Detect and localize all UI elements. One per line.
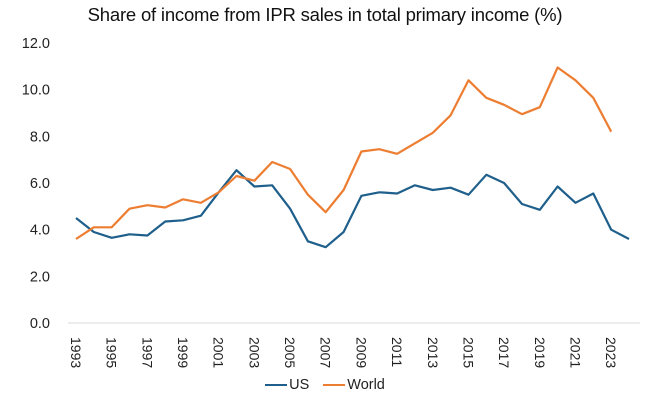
x-tick-label: 2003 (246, 337, 262, 368)
series-line-us (75, 169, 630, 249)
legend-item-world: World (323, 377, 385, 393)
legend-item-us: US (265, 377, 309, 393)
x-tick-label: 2023 (603, 337, 619, 368)
x-tick-label: 2011 (389, 337, 405, 367)
y-tick-label: 6.0 (30, 176, 50, 192)
x-tick-label: 1999 (175, 337, 191, 368)
x-tick-label: 2021 (567, 337, 583, 368)
legend-label-world: World (347, 377, 385, 393)
x-axis: 1993 1995 1997 1999 2001 2003 2005 2007 2009 2011… (68, 337, 619, 368)
y-tick-label: 8.0 (30, 129, 50, 145)
legend-swatch-us (265, 383, 288, 387)
x-tick-label: 1993 (68, 337, 84, 368)
x-tick-label: 2015 (460, 337, 476, 368)
chart-title: Share of income from IPR sales in total … (87, 4, 563, 25)
y-axis: 0.0 2.0 4.0 6.0 8.0 10.0 12.0 (22, 36, 50, 332)
x-tick-label: 1997 (139, 337, 155, 368)
y-tick-label: 4.0 (30, 223, 50, 239)
x-tick-label: 2017 (496, 337, 512, 368)
x-tick-label: 2019 (532, 337, 548, 368)
y-tick-label: 10.0 (22, 83, 50, 99)
x-tick-label: 2007 (318, 337, 334, 368)
series-line-world (75, 66, 613, 240)
x-tick-label: 2005 (282, 337, 298, 368)
y-tick-label: 0.0 (30, 316, 50, 332)
legend-label-us: US (289, 377, 310, 393)
x-tick-label: 2009 (353, 337, 369, 368)
legend: US World (0, 377, 650, 393)
y-tick-label: 12.0 (22, 36, 50, 52)
y-tick-label: 2.0 (30, 269, 50, 285)
series-lines (75, 66, 630, 249)
legend-swatch-world (323, 383, 346, 387)
x-tick-label: 2013 (425, 337, 441, 368)
x-tick-label: 1995 (104, 337, 120, 368)
x-tick-label: 2001 (211, 337, 227, 368)
